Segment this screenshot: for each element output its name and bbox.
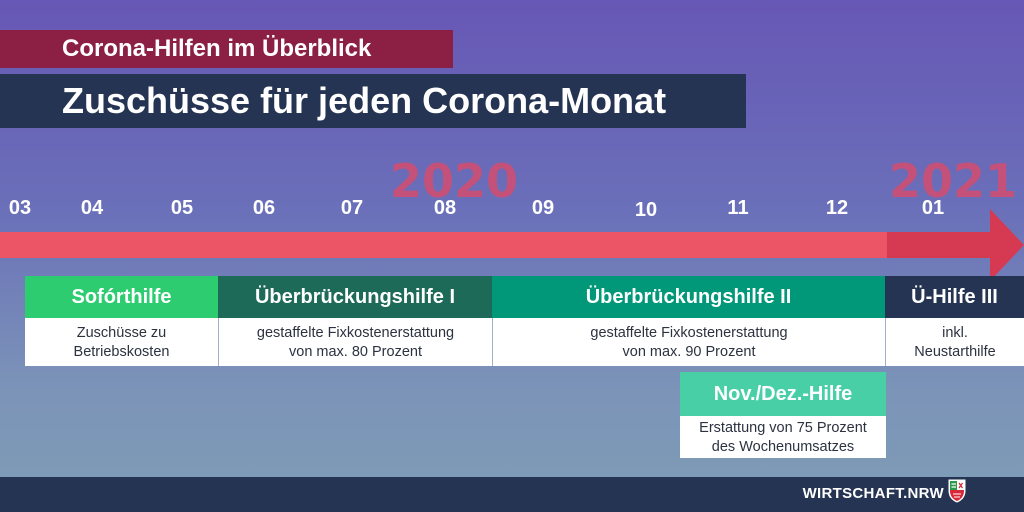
nrw-crest-icon bbox=[948, 479, 966, 503]
program-desc-line: Erstattung von 75 Prozent bbox=[699, 420, 867, 436]
month-label: 01 bbox=[921, 197, 945, 219]
month-label: 04 bbox=[80, 197, 104, 219]
supertitle: Corona-Hilfen im Überblick bbox=[0, 30, 453, 68]
program-desc-line: inkl. bbox=[942, 325, 968, 341]
year-label-2020: 2020 bbox=[390, 154, 519, 208]
program-desc-line: des Wochenumsatzes bbox=[711, 439, 855, 455]
month-label: 03 bbox=[8, 197, 32, 219]
program-desc-ueberbrueckungshilfe-2: gestaffelte Fixkostenerstattung von max.… bbox=[492, 318, 885, 366]
page-title: Zuschüsse für jeden Corona-Monat bbox=[0, 74, 746, 128]
month-label: 06 bbox=[252, 197, 276, 219]
program-desc-ue-hilfe-3: inkl. Neustarthilfe bbox=[885, 318, 1024, 366]
program-desc-soforthilfe: Zuschüsse zu Betriebskosten bbox=[25, 318, 218, 366]
program-header-nov-dez-hilfe: Nov./Dez.-Hilfe bbox=[680, 372, 886, 416]
year-label-2021: 2021 bbox=[889, 154, 1018, 208]
arrow-right-icon bbox=[990, 209, 1024, 281]
program-desc-line: von max. 90 Prozent bbox=[622, 344, 756, 360]
program-header-ue-hilfe-3: Ü-Hilfe III bbox=[885, 276, 1024, 318]
brand-label: WIRTSCHAFT.NRW bbox=[802, 485, 944, 502]
program-desc-nov-dez-hilfe: Erstattung von 75 Prozent des Wochenumsa… bbox=[680, 416, 886, 458]
program-desc-ueberbrueckungshilfe-1: gestaffelte Fixkostenerstattung von max.… bbox=[218, 318, 492, 366]
timeline-arrow-2021 bbox=[887, 232, 990, 258]
month-label: 07 bbox=[340, 197, 364, 219]
month-label: 11 bbox=[727, 197, 749, 219]
program-desc-line: gestaffelte Fixkostenerstattung bbox=[256, 325, 455, 341]
program-header-soforthilfe: Sofórthilfe bbox=[25, 276, 218, 318]
month-label: 12 bbox=[825, 197, 849, 219]
program-desc-line: Betriebskosten bbox=[73, 344, 170, 360]
month-label: 09 bbox=[531, 197, 555, 219]
program-desc-line: gestaffelte Fixkostenerstattung bbox=[590, 325, 788, 341]
program-header-ueberbrueckungshilfe-2: Überbrückungshilfe II bbox=[492, 276, 885, 318]
month-label: 05 bbox=[170, 197, 194, 219]
month-label: 10 bbox=[634, 199, 658, 221]
footer-bar bbox=[0, 477, 1024, 512]
program-header-ueberbrueckungshilfe-1: Überbrückungshilfe I bbox=[218, 276, 492, 318]
timeline-arrow-2020 bbox=[0, 232, 887, 258]
month-label: 08 bbox=[433, 197, 457, 219]
program-desc-line: von max. 80 Prozent bbox=[289, 344, 422, 360]
program-desc-line: Neustarthilfe bbox=[914, 344, 996, 360]
program-desc-line: Zuschüsse zu bbox=[76, 325, 167, 341]
